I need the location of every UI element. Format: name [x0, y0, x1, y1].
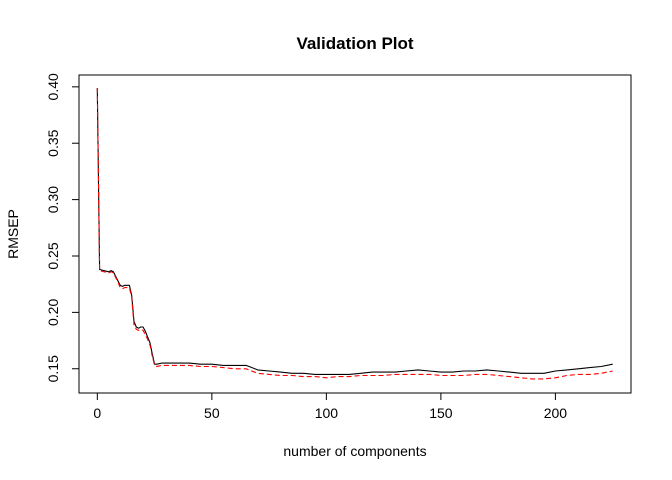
- x-tick-label: 50: [204, 405, 220, 421]
- x-tick-label: 100: [315, 405, 339, 421]
- series-line-solid: [96, 87, 613, 375]
- y-axis-label: RMSEP: [5, 209, 21, 259]
- x-tick-label: 0: [93, 405, 101, 421]
- plot-frame: [78, 74, 632, 394]
- y-tick-label: 0.25: [45, 242, 61, 269]
- x-axis: 0 50 100 150 200: [93, 392, 568, 421]
- y-tick-label: 0.20: [45, 299, 61, 326]
- chart-title: Validation Plot: [296, 34, 413, 53]
- x-tick-label: 150: [429, 405, 453, 421]
- y-tick-label: 0.30: [45, 186, 61, 213]
- y-axis: 0.15 0.20 0.25 0.30 0.35 0.40: [45, 73, 80, 382]
- x-tick-label: 200: [544, 405, 568, 421]
- y-tick-label: 0.35: [45, 129, 61, 156]
- y-tick-label: 0.40: [45, 73, 61, 100]
- series-layer: [96, 87, 613, 380]
- y-tick-label: 0.15: [45, 355, 61, 382]
- series-line-dashed: [96, 87, 613, 380]
- x-axis-label: number of components: [283, 443, 426, 459]
